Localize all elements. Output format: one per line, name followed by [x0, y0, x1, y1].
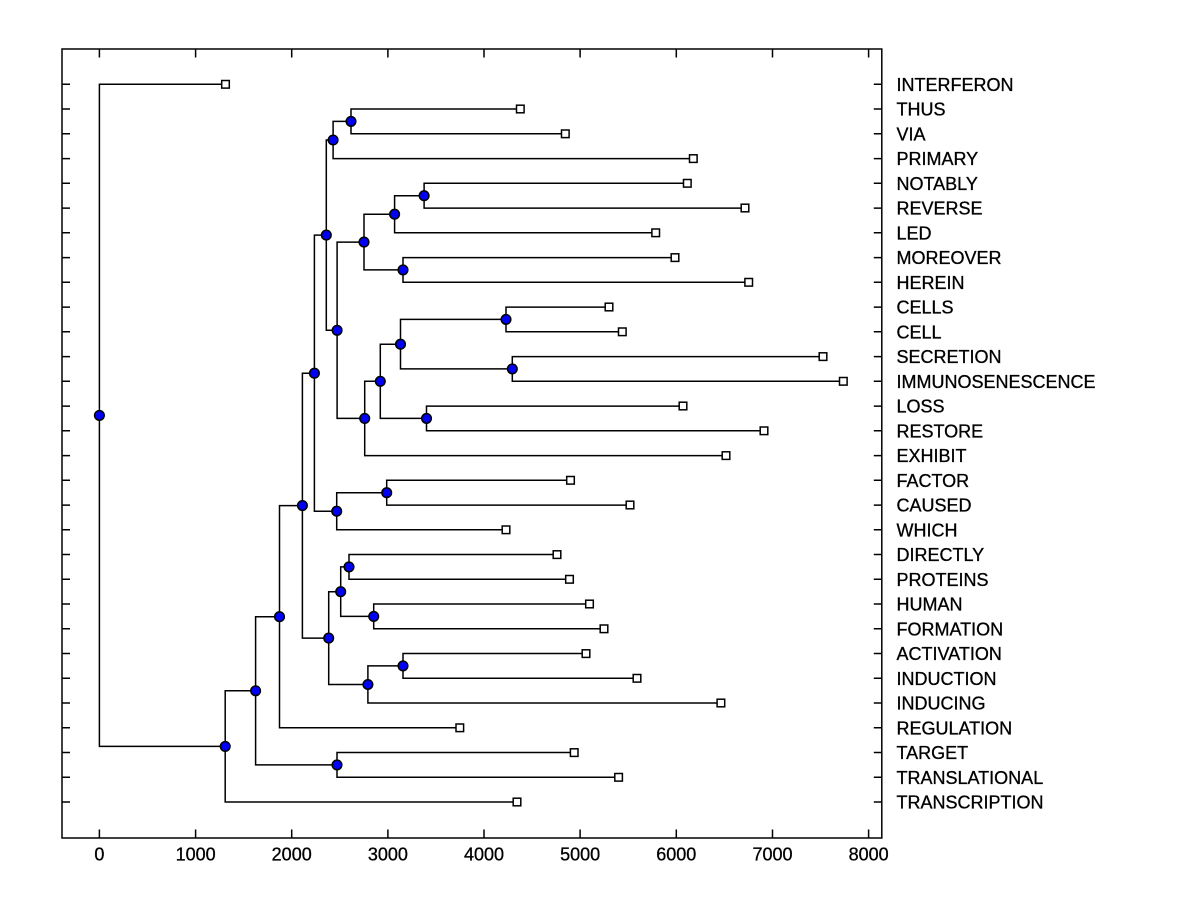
svg-text:INTERFERON: INTERFERON: [897, 75, 1014, 95]
svg-text:TRANSCRIPTION: TRANSCRIPTION: [897, 793, 1044, 813]
svg-text:CAUSED: CAUSED: [897, 496, 972, 516]
svg-text:FACTOR: FACTOR: [897, 471, 970, 491]
svg-text:3000: 3000: [368, 845, 408, 865]
svg-text:LOSS: LOSS: [897, 397, 945, 417]
svg-text:DIRECTLY: DIRECTLY: [897, 545, 985, 565]
svg-text:LED: LED: [897, 223, 932, 243]
svg-text:PRIMARY: PRIMARY: [897, 149, 979, 169]
svg-text:TARGET: TARGET: [897, 743, 969, 763]
svg-text:1000: 1000: [176, 845, 216, 865]
svg-text:SECRETION: SECRETION: [897, 347, 1002, 367]
svg-text:INDUCTION: INDUCTION: [897, 669, 997, 689]
svg-text:HEREIN: HEREIN: [897, 273, 965, 293]
svg-text:REGULATION: REGULATION: [897, 718, 1013, 738]
svg-text:0: 0: [94, 845, 104, 865]
svg-text:5000: 5000: [560, 845, 600, 865]
svg-text:NOTABLY: NOTABLY: [897, 174, 978, 194]
svg-text:4000: 4000: [464, 845, 504, 865]
svg-text:IMMUNOSENESCENCE: IMMUNOSENESCENCE: [897, 372, 1096, 392]
svg-text:THUS: THUS: [897, 100, 946, 120]
svg-text:RESTORE: RESTORE: [897, 421, 984, 441]
svg-text:PROTEINS: PROTEINS: [897, 570, 989, 590]
svg-text:CELL: CELL: [897, 322, 942, 342]
svg-text:EXHIBIT: EXHIBIT: [897, 446, 967, 466]
svg-text:2000: 2000: [272, 845, 312, 865]
svg-text:FORMATION: FORMATION: [897, 619, 1004, 639]
svg-text:VIA: VIA: [897, 124, 926, 144]
svg-text:7000: 7000: [752, 845, 792, 865]
svg-text:8000: 8000: [849, 845, 889, 865]
svg-text:INDUCING: INDUCING: [897, 694, 986, 714]
svg-text:MOREOVER: MOREOVER: [897, 248, 1002, 268]
svg-text:HUMAN: HUMAN: [897, 595, 963, 615]
svg-text:WHICH: WHICH: [897, 520, 958, 540]
svg-text:TRANSLATIONAL: TRANSLATIONAL: [897, 768, 1044, 788]
svg-text:ACTIVATION: ACTIVATION: [897, 644, 1002, 664]
svg-text:REVERSE: REVERSE: [897, 199, 983, 219]
svg-text:6000: 6000: [656, 845, 696, 865]
svg-text:CELLS: CELLS: [897, 298, 954, 318]
